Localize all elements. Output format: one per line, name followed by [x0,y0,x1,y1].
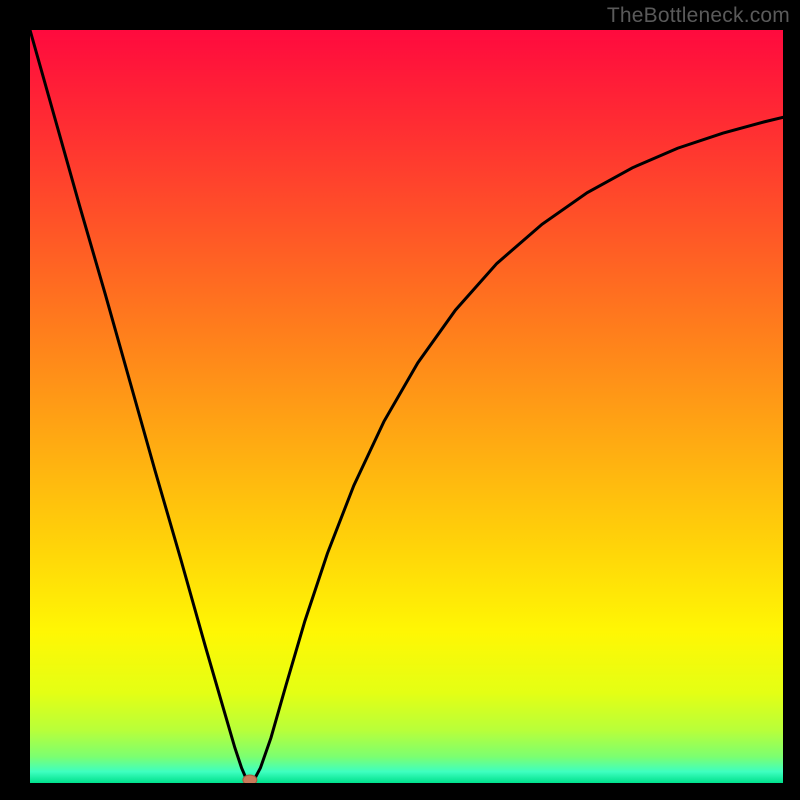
curve-layer [30,30,783,783]
plot-area [30,30,783,783]
frame-border-left [0,0,30,800]
frame-border-right [783,0,800,800]
frame-border-bottom [0,783,800,800]
gradient-background [30,30,783,783]
chart-canvas: TheBottleneck.com [0,0,800,800]
watermark-text: TheBottleneck.com [607,4,790,28]
minimum-marker [243,775,257,783]
